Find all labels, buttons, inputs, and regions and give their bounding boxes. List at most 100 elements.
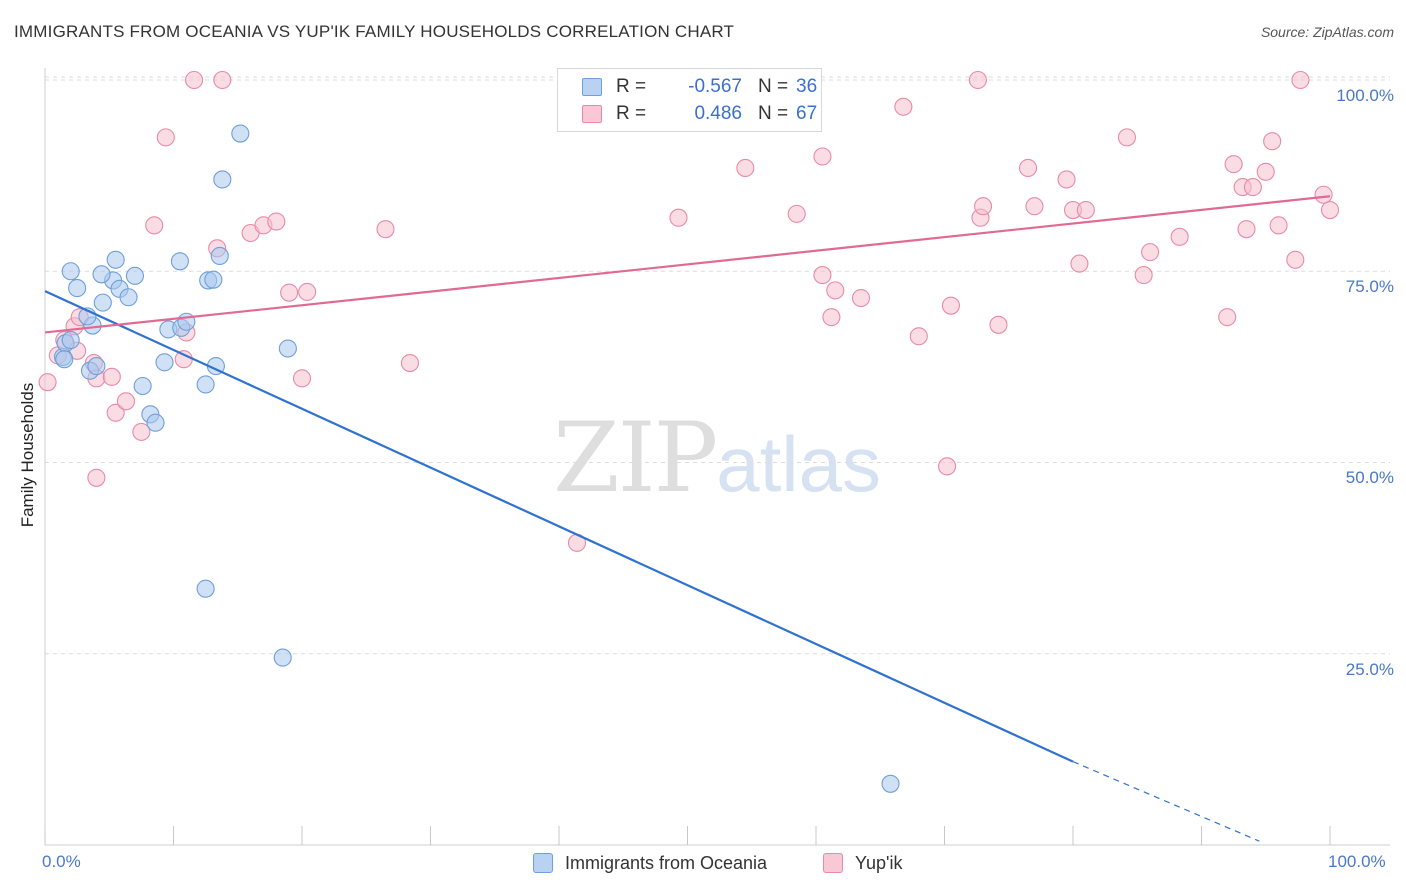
oceania-trend-extension <box>1072 761 1260 842</box>
yupik-point <box>400 353 419 373</box>
y-tick-label-25: 25.0% <box>1345 660 1394 679</box>
watermark-zip: ZIP <box>553 402 718 514</box>
legend: Immigrants from Oceania Yup'ik <box>0 850 1406 880</box>
n-label: N = <box>758 103 789 124</box>
yupik-point <box>787 204 806 223</box>
y-tick-label-75: 75.0% <box>1345 277 1394 296</box>
yupik-point <box>132 422 151 441</box>
oceania-point <box>146 413 165 432</box>
oceania-point <box>61 331 80 350</box>
yupik-point <box>116 392 136 411</box>
yupik-point <box>851 288 871 308</box>
chart-source: Source: ZipAtlas.com <box>1260 24 1394 40</box>
yupik-point <box>1218 308 1237 327</box>
n-value: 36 <box>796 76 818 97</box>
oceania-point <box>273 648 292 667</box>
yupik-point <box>292 369 312 388</box>
yupik-point <box>102 367 121 386</box>
yupik-point <box>87 468 106 487</box>
r-label: R = <box>616 76 647 97</box>
yupik-point <box>1076 201 1095 220</box>
r-value: 0.486 <box>694 103 742 124</box>
oceania-point <box>55 350 74 369</box>
yupik-point <box>38 373 57 392</box>
yupik-point <box>1057 170 1076 189</box>
oceania-point <box>278 339 297 358</box>
yupik-point <box>280 283 299 302</box>
yupik-legend-swatch <box>823 853 843 873</box>
oceania-point <box>196 375 215 394</box>
x-tick-label-100: 100.0% <box>1328 852 1386 871</box>
x-tick-label-0: 0.0% <box>42 852 81 871</box>
yupik-point <box>174 350 193 369</box>
oceania-point <box>93 293 112 312</box>
yupik-point <box>1224 155 1243 174</box>
oceania-point <box>231 124 250 143</box>
oceania-swatch <box>582 78 602 96</box>
y-tick-label-50: 50.0% <box>1345 468 1394 487</box>
n-label: N = <box>758 76 789 97</box>
grid-lines <box>45 76 1390 655</box>
yupik-point <box>973 197 993 216</box>
oceania-point <box>68 279 87 298</box>
chart-title: IMMIGRANTS FROM OCEANIA VS YUP'IK FAMILY… <box>14 22 735 41</box>
yupik-point <box>941 296 960 315</box>
oceania-point <box>106 250 125 269</box>
yupik-point <box>1286 250 1305 269</box>
oceania-point <box>213 170 232 189</box>
correlation-stats-box: R = -0.567 N = 36 R = 0.486 N = 67 <box>557 68 822 132</box>
yupik-point <box>1256 162 1275 181</box>
yupik-point <box>989 315 1008 334</box>
r-label: R = <box>616 103 647 124</box>
yupik-point <box>909 327 928 346</box>
yupik-point <box>376 220 395 239</box>
r-value: -0.567 <box>688 76 742 97</box>
oceania-point <box>61 262 80 281</box>
yupik-point <box>1314 185 1333 204</box>
yupik-point <box>1025 197 1044 216</box>
yupik-point <box>1018 158 1038 178</box>
yupik-point <box>826 281 845 300</box>
legend-label: Yup'ik <box>855 853 903 873</box>
oceania-point <box>881 774 900 793</box>
legend-label: Immigrants from Oceania <box>565 853 768 873</box>
yupik-points <box>38 70 1340 552</box>
yupik-point <box>185 70 204 90</box>
oceania-point <box>155 353 174 372</box>
axes <box>44 68 1390 846</box>
y-axis-label: Family Households <box>18 382 37 528</box>
yupik-point <box>1263 132 1282 151</box>
yupik-point <box>1141 243 1160 262</box>
y-tick-label-100: 100.0% <box>1336 86 1394 105</box>
yupik-point <box>669 208 688 227</box>
oceania-point <box>196 579 215 598</box>
yupik-point <box>938 457 957 476</box>
yupik-point <box>106 403 125 422</box>
yupik-point <box>813 266 832 285</box>
yupik-point <box>736 158 755 178</box>
yupik-point <box>1117 128 1137 147</box>
yupik-point <box>145 216 164 235</box>
oceania-point <box>210 246 229 265</box>
yupik-point <box>1269 216 1288 235</box>
yupik-point <box>156 128 175 147</box>
yupik-point <box>1243 178 1262 197</box>
yupik-point <box>1237 220 1256 239</box>
oceania-point <box>125 266 144 285</box>
yupik-point <box>298 282 317 301</box>
trend-lines <box>44 195 1331 842</box>
oceania-point <box>92 265 111 284</box>
n-value: 67 <box>796 103 818 124</box>
yupik-swatch <box>582 105 602 123</box>
oceania-points <box>53 124 900 793</box>
yupik-point <box>968 70 987 90</box>
yupik-point <box>1070 254 1089 273</box>
oceania-point <box>170 252 189 271</box>
yupik-point <box>1134 266 1153 285</box>
watermark-atlas: atlas <box>716 420 881 508</box>
yupik-point <box>813 147 832 166</box>
yupik-point <box>822 308 841 327</box>
oceania-point <box>119 288 138 307</box>
yupik-point <box>1170 227 1189 246</box>
